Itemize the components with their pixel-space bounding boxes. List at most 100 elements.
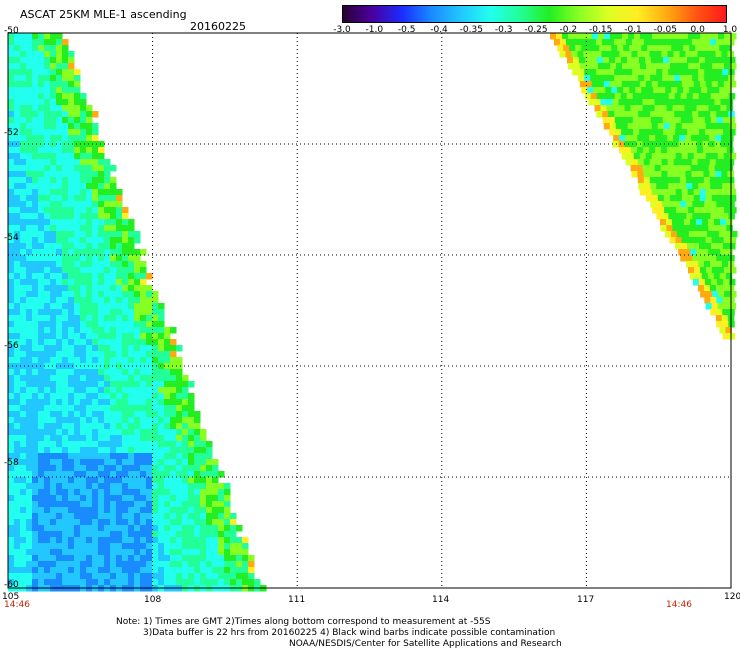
swath-cell [50,429,57,436]
swath-cell [32,201,39,208]
swath-cell [44,285,51,292]
swath-cell [62,165,69,172]
swath-cell [158,495,165,502]
swath-cell [691,171,698,178]
swath-cell [62,561,69,568]
swath-cell [188,507,195,514]
swath-cell [50,435,57,442]
swath-cell [86,351,93,358]
swath-cell [164,543,171,550]
swath-cell [242,555,249,562]
swath-cell [134,339,141,346]
swath-cell [146,537,153,544]
swath-cell [62,105,69,112]
swath-cell [140,447,147,454]
swath-cell [92,255,99,262]
swath-cell [182,471,189,478]
swath-cell [26,177,33,184]
swath-cell [158,477,165,484]
swath-cell [20,231,27,238]
swath-cell [140,411,147,418]
swath-cell [176,501,183,508]
swath-cell [44,243,51,250]
swath-cell [8,159,15,166]
swath-cell [128,219,135,226]
swath-cell [80,513,87,520]
swath-cell [702,105,709,112]
swath-cell [68,537,75,544]
swath-cell [637,177,645,184]
colorbar-label: -0.3 [494,25,513,35]
swath-cell [176,453,183,460]
swath-cell [642,105,649,112]
swath-cell [86,393,93,400]
swath-cell [644,75,651,82]
swath-cell [110,243,117,250]
swath-cell [98,153,105,160]
swath-cell [704,213,711,220]
swath-cell [642,141,649,148]
swath-cell [56,135,63,142]
swath-cell [663,123,671,130]
swath-cell [140,531,147,538]
swath-cell [712,291,719,298]
swath-cell [122,231,129,238]
swath-cell [14,417,21,424]
swath-cell [116,231,123,238]
swath-cell [44,345,51,352]
swath-cell [110,351,117,358]
swath-cell [44,543,51,550]
swath-cell [645,129,652,136]
swath-cell [80,471,87,478]
swath-cell [44,93,51,100]
swath-cell [146,495,153,502]
swath-cell [8,441,15,448]
swath-cell [116,321,123,328]
swath-cell [717,189,725,196]
swath-cell [701,273,709,280]
swath-cell [716,213,723,220]
swath-cell [68,339,75,346]
swath-cell [14,123,21,130]
swath-cell [14,561,21,568]
swath-cell [693,243,700,250]
swath-cell [80,243,87,250]
swath-cell [26,441,33,448]
swath-cell [170,357,177,364]
swath-cell [86,309,93,316]
swath-cell [146,465,153,472]
swath-cell [104,477,111,484]
swath-cell [50,405,57,412]
swath-cell [20,129,27,136]
swath-cell [86,327,93,334]
swath-cell [62,309,69,316]
swath-cell [38,45,45,52]
swath-cell [723,189,731,196]
swath-cell [620,111,627,118]
swath-cell [230,525,237,532]
swath-cell [206,501,213,508]
swath-cell [624,141,631,148]
swath-cell [62,273,69,280]
swath-cell [669,57,676,64]
swath-cell [701,45,708,52]
swath-cell [68,153,75,160]
swath-cell [598,63,605,70]
swath-cell [176,507,183,514]
swath-cell [206,453,213,460]
swath-cell [56,435,63,442]
swath-cell [32,417,39,424]
swath-cell [158,345,165,352]
swath-cell [122,243,129,250]
swath-cell [152,345,159,352]
swath-cell [8,423,15,430]
swath-cell [44,45,51,52]
swath-cell [128,357,135,364]
swath-cell [44,315,51,322]
swath-cell [158,429,165,436]
swath-cell [62,363,69,370]
swath-cell [656,75,663,82]
swath-cell [38,111,45,118]
swath-cell [110,543,117,550]
swath-cell [218,495,225,502]
